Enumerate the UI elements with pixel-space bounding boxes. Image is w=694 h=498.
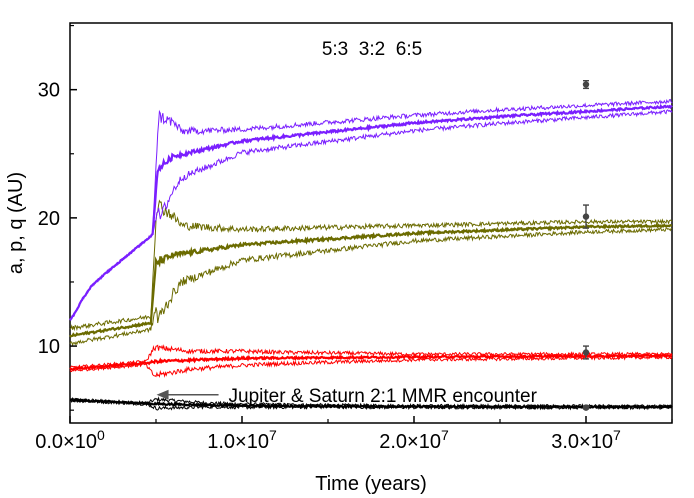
x-axis-label: Time (years) [315,473,426,495]
observed-marker-0 [582,404,590,411]
y-tick-label-0: 10 [38,336,60,358]
series-1-semimajor-a [69,353,673,371]
series-1-aphelion-p [69,354,673,378]
series-0-semimajor-a [69,397,673,410]
y-tick-label-1: 20 [38,208,60,230]
x-tick-label-2: 2.0×107 [379,427,449,453]
axis-ticks: 0.0×100 1.0×107 2.0×107 3.0×107 10 20 30 [35,24,673,453]
observed-point-0 [582,404,590,411]
observed-point-1 [582,345,590,360]
x-tick-label-3: 3.0×107 [551,427,621,453]
x-tick-label-1: 1.0×107 [207,427,277,453]
y-tick-label-2: 30 [38,80,60,102]
observed-point-2 [582,204,590,229]
series-2-semimajor-a [69,223,673,338]
series-1-perihelion-q [69,344,673,370]
resonance-label: 5:3 3:2 6:5 [322,39,422,60]
series-3-semimajor-a [69,103,673,321]
series-2-aphelion-p [69,226,672,347]
y-axis-label: a, p, q (AU) [5,172,27,274]
observed-point-3 [582,79,590,90]
series-2 [69,199,673,347]
series-0 [69,396,673,411]
series-3-aphelion-p [69,109,673,321]
observed-marker-2 [582,213,590,220]
observed-marker-1 [582,349,590,356]
plot-frame [69,22,673,424]
observed-points [582,79,590,411]
x-tick-label-0: 0.0×100 [35,427,105,453]
series-2-perihelion-q [69,199,673,332]
observed-marker-3 [582,81,590,88]
series-layer [69,98,673,411]
series-1 [69,344,673,378]
series-3-perihelion-q [69,98,673,321]
encounter-arrowhead [156,389,169,400]
encounter-annotation: Jupiter & Saturn 2:1 MMR encounter [229,386,538,407]
series-3 [69,98,673,321]
